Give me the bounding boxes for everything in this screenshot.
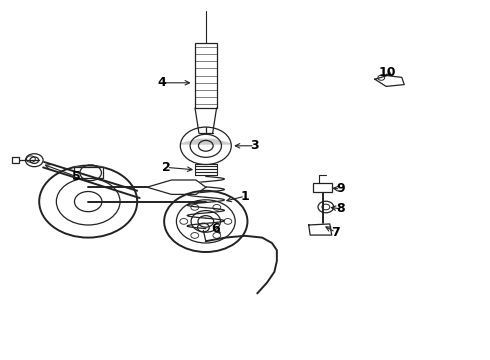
Text: 9: 9 [336,183,345,195]
Text: 1: 1 [241,190,249,203]
Polygon shape [88,187,206,202]
Polygon shape [74,167,103,178]
Polygon shape [309,224,332,235]
Text: 4: 4 [157,76,166,89]
Text: 7: 7 [331,226,340,239]
Text: 3: 3 [250,139,259,152]
Polygon shape [147,180,206,194]
Text: 8: 8 [336,202,345,215]
Text: 10: 10 [378,66,396,78]
Text: 2: 2 [162,161,171,174]
FancyBboxPatch shape [195,43,217,108]
FancyBboxPatch shape [313,183,332,192]
Polygon shape [180,139,231,144]
Polygon shape [375,76,404,86]
Text: 5: 5 [72,170,80,183]
Text: 6: 6 [211,222,220,235]
FancyBboxPatch shape [12,157,19,163]
